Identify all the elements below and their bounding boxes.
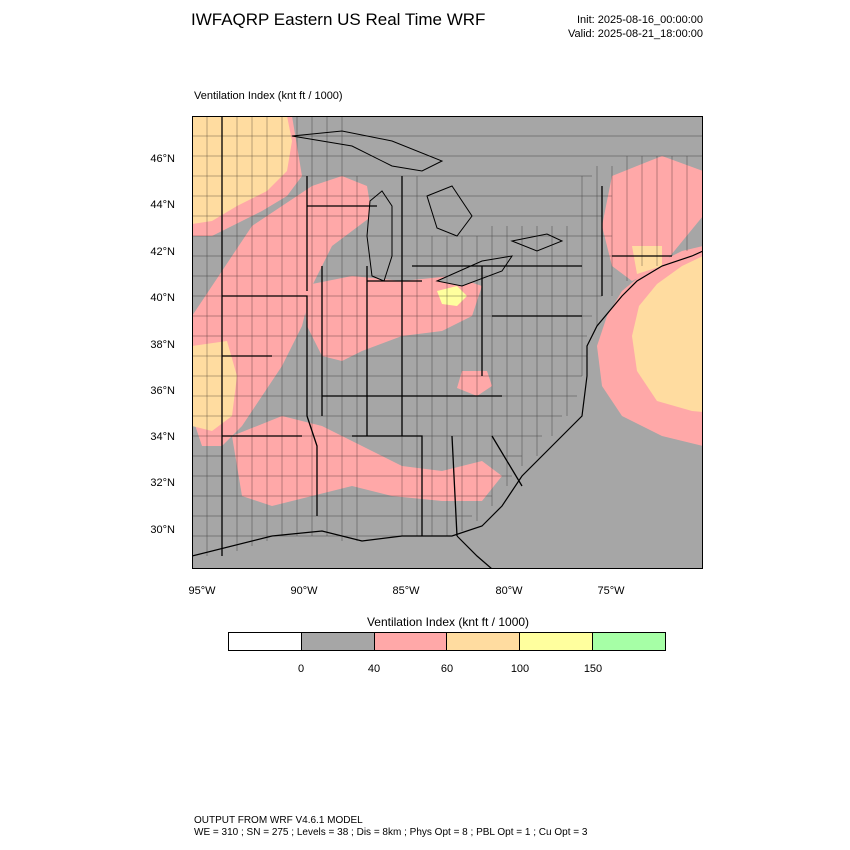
time-info: Init: 2025-08-16_00:00:00 Valid: 2025-08… <box>568 13 703 41</box>
lon-label-85: 85°W <box>392 585 420 597</box>
lat-label-32: 32°N <box>150 477 175 489</box>
lon-label-80: 80°W <box>495 585 523 597</box>
colorbar-label-40: 40 <box>367 663 381 675</box>
state-borders <box>221 116 672 556</box>
colorbar-box-gt150 <box>593 633 665 650</box>
lon-label-90: 90°W <box>290 585 318 597</box>
colorbar-label-150: 150 <box>583 663 603 675</box>
map-title: IWFAQRP Eastern US Real Time WRF <box>191 10 486 29</box>
lat-label-36: 36°N <box>150 385 175 397</box>
county-lines <box>192 116 703 556</box>
colorbar-box-lt0 <box>229 633 302 650</box>
ohio-valley-moderate-zone <box>302 276 482 361</box>
southwest-high-zone <box>192 341 237 431</box>
field-label: Ventilation Index (knt ft / 1000) <box>194 90 343 102</box>
colorbar-box-60-100 <box>447 633 521 650</box>
lat-label-46: 46°N <box>150 153 175 165</box>
lat-label-40: 40°N <box>150 292 175 304</box>
ventilation-map <box>192 116 703 569</box>
newengland-high-zone <box>632 246 662 274</box>
lat-label-38: 38°N <box>150 339 175 351</box>
valid-time: Valid: 2025-08-21_18:00:00 <box>568 28 703 40</box>
coastline <box>192 250 703 557</box>
lat-label-42: 42°N <box>150 246 175 258</box>
colorbar-title: Ventilation Index (knt ft / 1000) <box>366 615 530 629</box>
lat-label-44: 44°N <box>150 199 175 211</box>
colorbar-box-40-60 <box>374 633 448 650</box>
florida-coast <box>456 535 493 569</box>
footer-line-1: OUTPUT FROM WRF V4.6.1 MODEL <box>194 815 363 826</box>
model-footer: OUTPUT FROM WRF V4.6.1 MODEL WE = 310 ; … <box>194 815 587 839</box>
colorbar <box>228 632 666 651</box>
colorbar-label-0: 0 <box>297 663 305 675</box>
newengland-moderate-zone <box>602 156 703 281</box>
colorbar-label-60: 60 <box>440 663 454 675</box>
lat-label-34: 34°N <box>150 431 175 443</box>
lake-huron <box>426 185 473 237</box>
map-frame <box>192 116 703 569</box>
footer-line-2: WE = 310 ; SN = 275 ; Levels = 38 ; Dis … <box>194 827 588 838</box>
colorbar-box-100-150 <box>520 633 594 650</box>
lon-label-95: 95°W <box>188 585 216 597</box>
lon-label-75: 75°W <box>597 585 625 597</box>
lake-superior <box>291 130 444 172</box>
colorbar-label-100: 100 <box>510 663 530 675</box>
appalachian-spot <box>457 371 492 396</box>
init-time: Init: 2025-08-16_00:00:00 <box>577 14 703 26</box>
southern-moderate-zone <box>232 416 502 506</box>
colorbar-box-0-40 <box>301 633 375 650</box>
atlantic-high-zone <box>632 256 703 412</box>
lat-label-30: 30°N <box>150 524 175 536</box>
